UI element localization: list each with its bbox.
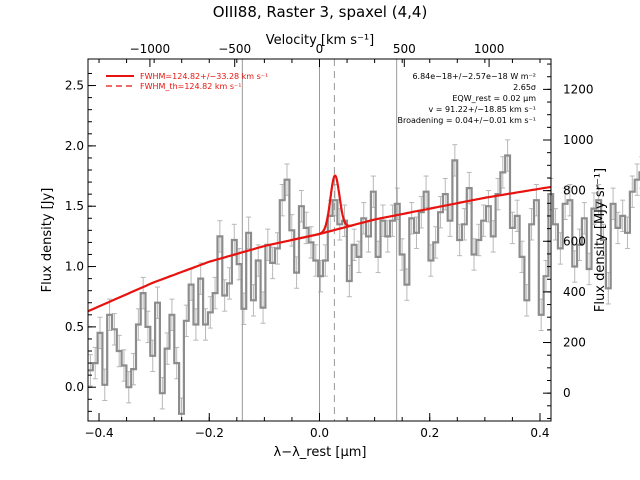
- reference-lines: [241, 59, 398, 421]
- y-tick-label: 0.0: [65, 380, 84, 394]
- y-right-tick-label: 1000: [563, 133, 594, 147]
- y-right-tick-label: 0: [563, 386, 571, 400]
- top-tick-label: −1000: [130, 42, 171, 56]
- annotation-velocity: v = 91.22+/−18.85 km s⁻¹: [428, 105, 536, 114]
- x-tick-label: 0.2: [420, 426, 439, 440]
- annotation-sigma: 2.65σ: [513, 83, 536, 92]
- x-tick-label: −0.2: [195, 426, 224, 440]
- top-tick-label: 1000: [474, 42, 505, 56]
- top-axis-label: Velocity [km s⁻¹]: [266, 33, 374, 48]
- top-tick-label: −500: [218, 42, 251, 56]
- y-tick-label: 2.5: [65, 79, 84, 93]
- x-tick-label: 0.0: [310, 426, 329, 440]
- y-tick-label: 1.0: [65, 260, 84, 274]
- chart-title: OIII88, Raster 3, spaxel (4,4): [213, 3, 428, 21]
- annotation-eqw: EQW_rest = 0.02 μm: [452, 94, 536, 103]
- y-right-tick-label: 200: [563, 336, 586, 350]
- y-right-tick-label: 800: [563, 184, 586, 198]
- top-tick-label: 0: [316, 42, 324, 56]
- y-right-tick-label: 1200: [563, 82, 594, 96]
- y-axis-label-left: Flux density [Jy]: [40, 188, 55, 293]
- top-tick-label: 500: [393, 42, 416, 56]
- legend-entry-2: FWHM_th=124.82 km s⁻¹: [140, 82, 241, 91]
- chart-text: OIII88, Raster 3, spaxel (4,4) Velocity …: [40, 3, 608, 460]
- legend-entry-1: FWHM=124.82+/−33.28 km s⁻¹: [140, 72, 268, 81]
- annotation-broadening: Broadening = 0.04+/−0.01 km s⁻¹: [398, 116, 536, 125]
- x-tick-label: −0.4: [84, 426, 113, 440]
- x-axis-label: λ−λ_rest [μm]: [274, 445, 367, 460]
- y-axis-label-right: Flux density [MJy sr⁻¹]: [593, 168, 608, 312]
- histogram-series: [88, 154, 640, 415]
- y-tick-label: 1.5: [65, 199, 84, 213]
- data-series: [87, 154, 640, 415]
- y-right-tick-label: 600: [563, 234, 586, 248]
- gaussian-line-fit: [316, 174, 354, 236]
- y-tick-label: 0.5: [65, 320, 84, 334]
- y-tick-label: 2.0: [65, 139, 84, 153]
- x-tick-label: 0.4: [530, 426, 549, 440]
- axes: −0.4 −0.2 0.0 0.2 0.4 −1000 −500 0 500 1000 0.0 0.5…: [65, 42, 594, 440]
- annotation-flux: 6.84e−18+/−2.57e−18 W m⁻²: [412, 72, 536, 81]
- y-right-tick-label: 400: [563, 285, 586, 299]
